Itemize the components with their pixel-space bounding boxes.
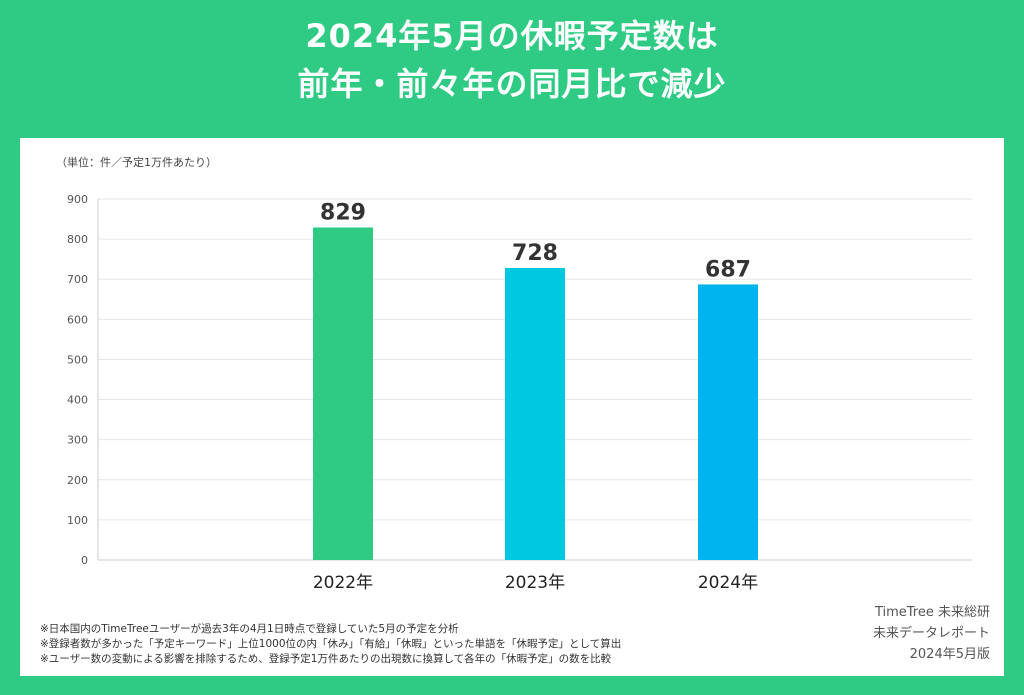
unit-note: （単位：件／予定1万件あたり） xyxy=(56,156,217,169)
title-line-1: 2024年5月の休暇予定数は xyxy=(305,17,719,55)
footnote-3: ※ユーザー数の変動による影響を排除するため、登録予定1万件あたりの出現数に換算し… xyxy=(40,653,612,665)
data-label: 829 xyxy=(320,200,366,225)
data-label: 728 xyxy=(512,241,558,266)
footnote-2: ※登録者数が多かった「予定キーワード」上位1000位の内「休み」「有給」「休暇」… xyxy=(40,638,622,650)
credit-line-3: 2024年5月版 xyxy=(909,647,990,662)
bar xyxy=(505,267,565,560)
footnote-1: ※日本国内のTimeTreeユーザーが過去3年の4月1日時点で登録していた5月の… xyxy=(40,623,459,635)
y-tick-label: 0 xyxy=(81,554,88,567)
credit: TimeTree 未来総研 未来データレポート 2024年5月版 xyxy=(873,602,990,665)
y-tick-label: 600 xyxy=(67,313,88,326)
data-label: 687 xyxy=(705,257,751,282)
bar xyxy=(698,284,758,560)
title-line-2: 前年・前々年の同月比で減少 xyxy=(297,65,727,103)
credit-line-2: 未来データレポート xyxy=(872,626,990,641)
x-category-label: 2023年 xyxy=(505,573,565,593)
bar xyxy=(313,227,373,560)
chart-title: 2024年5月の休暇予定数は 前年・前々年の同月比で減少 xyxy=(0,12,1024,108)
x-category-label: 2022年 xyxy=(313,573,373,593)
x-category-label: 2024年 xyxy=(698,573,758,593)
y-tick-label: 400 xyxy=(67,394,88,407)
y-tick-label: 700 xyxy=(67,273,88,286)
y-tick-label: 500 xyxy=(67,353,88,366)
footnotes: ※日本国内のTimeTreeユーザーが過去3年の4月1日時点で登録していた5月の… xyxy=(40,622,621,667)
y-tick-label: 900 xyxy=(67,193,88,206)
y-tick-label: 100 xyxy=(67,514,88,527)
credit-line-1: TimeTree 未来総研 xyxy=(874,605,990,620)
y-tick-label: 200 xyxy=(67,474,88,487)
y-tick-label: 300 xyxy=(67,434,88,447)
y-tick-label: 800 xyxy=(67,233,88,246)
